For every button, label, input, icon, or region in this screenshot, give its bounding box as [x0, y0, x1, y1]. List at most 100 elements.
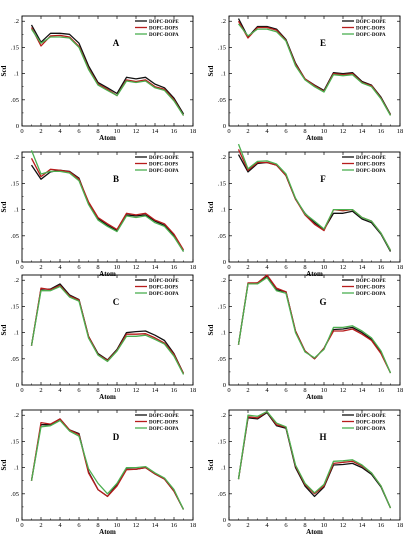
y-tick-label: .05 [11, 491, 19, 498]
y-tick-label: .15 [11, 180, 19, 187]
x-tick-label: 6 [284, 264, 288, 271]
legend-label-dopc-dops: DOPC-DOPS [149, 26, 178, 31]
y-axis-title: Scd [207, 65, 215, 76]
chart-panel-g: 0 2 4 6 8 10 12 14 16 18 0 .05 .1 .15 .2 Atom Scd G DOPC-D… [207, 274, 403, 401]
chart-panel-c: 0 2 4 6 8 10 12 14 16 18 0 .05 .1 .15 .2 Atom Scd C DOPC-D… [0, 274, 196, 401]
panel-letter: F [320, 174, 326, 184]
x-tick-label: 2 [246, 128, 249, 135]
series-line-dopc-dope [30, 164, 185, 252]
y-tick-label: .15 [11, 44, 19, 51]
y-axis-title: Scd [207, 324, 215, 335]
x-tick-label: 18 [190, 264, 197, 271]
x-tick-label: 14 [359, 522, 366, 529]
legend-label-dopc-dope: DOPC-DOPE [149, 414, 179, 419]
x-tick-label: 12 [340, 128, 347, 135]
x-tick-label: 4 [58, 128, 62, 135]
x-tick-label: 12 [340, 264, 347, 271]
y-tick-label: .05 [218, 491, 226, 498]
series-line-dopc-dops [30, 27, 185, 116]
y-tick-label: 0 [223, 259, 226, 266]
x-tick-label: 8 [96, 522, 99, 529]
x-tick-label: 6 [284, 522, 288, 529]
legend-label-dopc-dope: DOPC-DOPE [356, 20, 386, 25]
x-tick-label: 12 [133, 522, 140, 529]
legend-label-dopc-dopa: DOPC-DOPA [356, 169, 386, 174]
x-tick-label: 6 [77, 522, 81, 529]
x-tick-label: 18 [397, 264, 404, 271]
y-tick-label: .1 [221, 330, 226, 337]
x-tick-label: 14 [359, 387, 366, 394]
y-tick-label: .15 [11, 438, 19, 445]
x-tick-label: 10 [114, 264, 121, 271]
x-tick-label: 8 [303, 387, 306, 394]
x-tick-label: 16 [171, 522, 178, 529]
x-tick-label: 8 [303, 522, 306, 529]
x-tick-label: 12 [133, 128, 140, 135]
x-tick-label: 0 [20, 264, 23, 271]
chart-panel-d: 0 2 4 6 8 10 12 14 16 18 0 .05 .1 .15 .2 Atom Scd D DOPC-D… [0, 409, 196, 536]
y-tick-label: 0 [16, 517, 19, 524]
x-tick-label: 2 [246, 522, 249, 529]
y-tick-label: .15 [218, 180, 226, 187]
x-tick-label: 0 [20, 522, 23, 529]
chart-panel-b: 0 2 4 6 8 10 12 14 16 18 0 .05 .1 .15 .2 Atom Scd B DOPC-D… [0, 150, 196, 278]
x-axis-title: Atom [306, 528, 323, 536]
x-tick-label: 4 [265, 387, 269, 394]
series-line-dopc-dops [30, 418, 185, 510]
y-tick-label: 0 [16, 382, 19, 389]
y-axis-title: Scd [0, 201, 8, 212]
y-tick-label: .2 [221, 154, 226, 161]
series-line-dopc-dopa [237, 143, 392, 251]
y-tick-label: 0 [223, 382, 226, 389]
series-line-dopc-dopa [237, 23, 392, 116]
x-tick-label: 10 [321, 264, 328, 271]
y-tick-label: .1 [221, 71, 226, 78]
legend-label-dopc-dops: DOPC-DOPS [149, 420, 178, 425]
y-tick-label: .2 [14, 154, 19, 161]
y-tick-label: .2 [14, 277, 19, 284]
x-tick-label: 12 [133, 264, 140, 271]
x-tick-label: 2 [39, 387, 42, 394]
x-tick-label: 14 [359, 264, 366, 271]
series-line-dopc-dopa [237, 276, 392, 374]
panel-letter: B [113, 174, 119, 184]
y-tick-label: .05 [218, 356, 226, 363]
x-tick-label: 16 [171, 128, 178, 135]
x-tick-label: 4 [58, 522, 62, 529]
panel-letter: D [113, 432, 120, 442]
x-tick-label: 6 [284, 387, 288, 394]
y-tick-label: 0 [223, 123, 226, 130]
panel-letter: A [113, 38, 120, 48]
y-tick-label: 0 [16, 259, 19, 266]
legend-label-dopc-dops: DOPC-DOPS [149, 285, 178, 290]
x-tick-label: 0 [20, 387, 23, 394]
y-axis-title: Scd [0, 459, 8, 470]
x-tick-label: 2 [246, 264, 249, 271]
x-tick-label: 2 [246, 387, 249, 394]
legend-label-dopc-dope: DOPC-DOPE [356, 279, 386, 284]
x-axis-title: Atom [99, 270, 116, 278]
panel-letter: C [113, 297, 120, 307]
legend-label-dopc-dops: DOPC-DOPS [356, 285, 385, 290]
x-tick-label: 16 [378, 522, 385, 529]
y-tick-label: .1 [221, 207, 226, 214]
x-tick-label: 16 [171, 264, 178, 271]
x-tick-label: 10 [114, 522, 121, 529]
x-tick-label: 0 [227, 128, 230, 135]
x-tick-label: 16 [171, 387, 178, 394]
y-axis-title: Scd [207, 201, 215, 212]
y-tick-label: .1 [14, 465, 19, 472]
x-tick-label: 8 [96, 264, 99, 271]
y-tick-label: .05 [11, 356, 19, 363]
legend-label-dopc-dope: DOPC-DOPE [356, 156, 386, 161]
series-line-dopc-dops [30, 284, 185, 374]
x-tick-label: 0 [227, 522, 230, 529]
y-axis-title: Scd [207, 459, 215, 470]
legend-label-dopc-dops: DOPC-DOPS [356, 420, 385, 425]
x-tick-label: 8 [303, 128, 306, 135]
x-tick-label: 12 [340, 387, 347, 394]
y-tick-label: .2 [14, 18, 19, 25]
x-tick-label: 14 [152, 128, 159, 135]
x-tick-label: 18 [397, 522, 404, 529]
